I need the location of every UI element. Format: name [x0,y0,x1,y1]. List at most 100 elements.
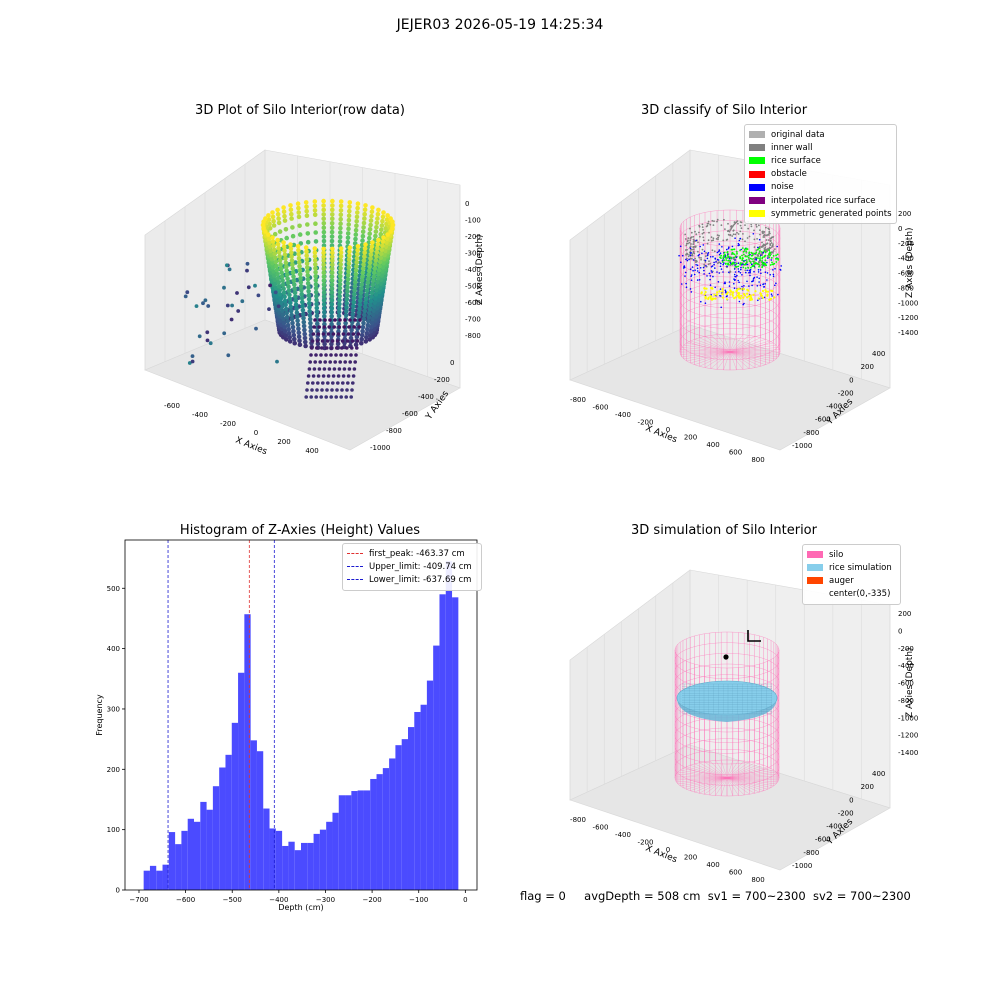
data-point [329,286,335,291]
data-point [190,359,195,364]
z-tick-label: -200 [465,233,481,241]
data-point [344,395,348,399]
noise-point [712,275,714,278]
silo-floor-spoke [710,351,731,369]
inner-wall-point [769,237,772,240]
noise-point [772,269,774,271]
inner-wall-point [769,243,772,246]
data-point [312,203,318,209]
histogram-bar [332,812,339,890]
data-point [337,293,342,299]
silo-floor-spoke [683,351,731,360]
noise-point [739,237,742,240]
symmetric-point [721,293,724,296]
data-point [274,263,279,269]
noise-point [734,271,737,273]
noise-point [689,247,692,250]
data-point [287,335,292,340]
z-tick-label: -600 [465,299,481,307]
inner-wall-point [702,231,705,234]
data-point [360,274,365,279]
data-point [374,288,379,293]
data-point [331,332,336,336]
data-point [363,339,369,344]
data-point [344,300,349,306]
noise-point [733,287,736,289]
silo-floor-spoke [683,344,731,353]
data-point [340,339,345,343]
data-point [276,216,281,221]
symmetric-point [733,297,736,300]
data-point [357,306,362,311]
z-tick-label: -800 [898,284,914,292]
x-tick-label: -200 [638,839,654,847]
silo-floor-spoke [699,777,728,794]
noise-point [709,278,711,281]
data-point [345,388,349,392]
data-point [370,240,375,245]
data-point [368,298,374,304]
data-point [321,246,326,252]
histogram-bar [370,778,377,890]
silo-floor-spoke [726,763,760,779]
rice-surface-point [727,263,729,266]
data-point [267,221,272,227]
data-point [289,250,294,255]
data-point [364,292,369,298]
data-point [285,280,291,286]
noise-point [707,253,709,255]
data-point [280,278,285,283]
data-point [356,332,361,336]
inner-wall-point [771,244,774,247]
data-point [353,360,357,364]
rice-surface-point [761,257,764,260]
inner-wall-point [684,238,687,240]
data-point [298,279,304,285]
status-line: flag = 0 avgDepth = 508 cm sv1 = 700~230… [520,889,911,903]
data-point [353,236,358,242]
rice-surface-point [749,257,752,260]
data-point [290,262,295,267]
noise-point [712,255,714,258]
data-point [329,306,335,311]
histogram-bar [168,832,176,890]
inner-wall-point [710,239,713,242]
data-point [313,277,319,283]
data-point [342,367,347,371]
data-point [325,339,330,343]
rice-surface-point [768,251,771,254]
data-point [373,229,379,234]
silo-floor-spoke [726,760,739,779]
data-point [345,281,351,286]
data-point [305,239,311,245]
inner-wall-point [759,233,761,236]
data-point [246,285,251,290]
rice-surface-point [774,257,777,260]
inner-wall-point [690,243,692,245]
rice-surface-point [765,264,768,267]
noise-point [703,250,706,253]
inner-wall-point [770,246,773,248]
data-point [338,246,344,251]
inner-wall-point [706,242,709,245]
legend-label: noise [771,182,794,193]
z-tick-label: -300 [465,250,481,258]
x-tick-label: -600 [593,824,609,832]
data-point [304,204,309,210]
inner-wall-point [727,233,730,236]
data-point [338,266,343,271]
data-point [283,306,289,312]
data-point [311,374,316,378]
data-point [284,264,289,269]
legend-label: obstacle [771,169,807,180]
silo-floor-spoke [675,777,728,781]
silo-floor-spoke [729,337,761,353]
data-point [330,254,335,260]
data-point [321,298,327,303]
legend-item: inner wall [749,141,892,154]
data-point [355,205,360,211]
silo-floor-spoke [680,349,731,353]
data-point [326,374,331,378]
data-point [361,258,367,263]
data-point [295,318,300,323]
